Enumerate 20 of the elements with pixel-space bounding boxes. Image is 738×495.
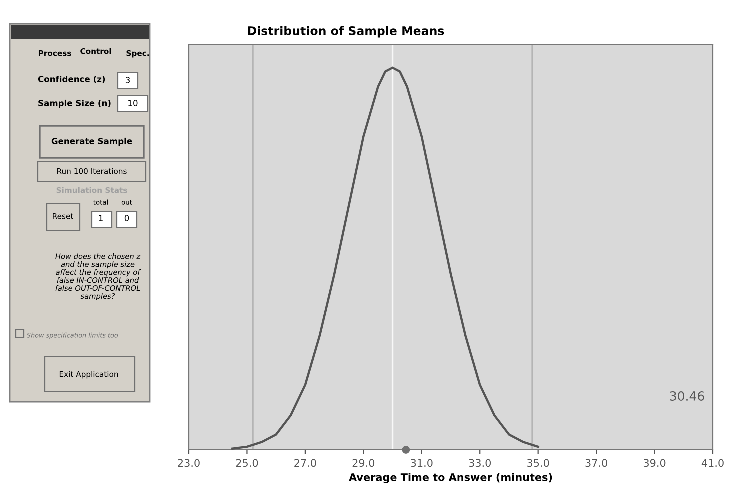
- x-tick-label: 35.0: [528, 459, 550, 468]
- text: Generate Sample: [52, 138, 132, 146]
- x-tick-label: 31.0: [411, 459, 433, 468]
- annotation: 30.46: [670, 392, 704, 401]
- x-axis-title: Average Time to Answer (minutes): [349, 473, 552, 484]
- text: Confidence (z): [38, 76, 106, 84]
- text: 10: [128, 100, 138, 106]
- text: 3: [126, 77, 130, 84]
- text: Sample Size (n): [38, 100, 111, 108]
- x-tick-label: 37.0: [586, 459, 608, 468]
- x-tick-label: 39.0: [644, 459, 666, 468]
- chart-title: Distribution of Sample Means: [248, 26, 444, 38]
- x-tick-label: 33.0: [469, 459, 492, 468]
- x-tick-label: 25.0: [236, 459, 258, 468]
- x-tick-label: 29.0: [352, 459, 375, 468]
- text: 1: [99, 215, 103, 222]
- x-tick-label: 27.0: [294, 459, 316, 468]
- text: 0: [124, 215, 130, 222]
- x-tick-label: 41.0: [702, 459, 724, 468]
- x-tick-label: 23.0: [178, 459, 200, 468]
